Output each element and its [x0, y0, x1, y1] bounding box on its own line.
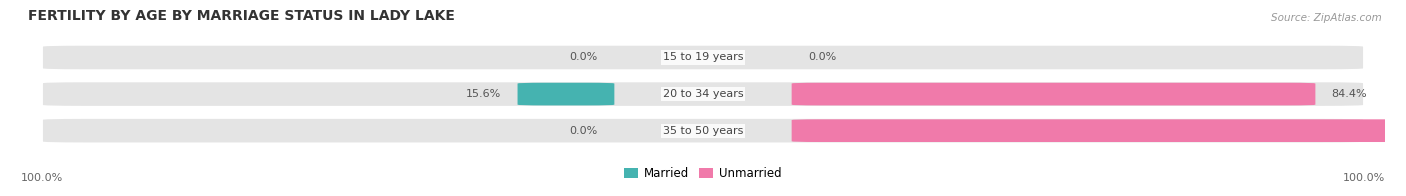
Text: 35 to 50 years: 35 to 50 years — [662, 126, 744, 136]
Text: 100.0%: 100.0% — [21, 173, 63, 183]
FancyBboxPatch shape — [792, 83, 1316, 105]
Text: 20 to 34 years: 20 to 34 years — [662, 89, 744, 99]
Text: 100.0%: 100.0% — [1343, 173, 1385, 183]
Legend: Married, Unmarried: Married, Unmarried — [620, 162, 786, 185]
FancyBboxPatch shape — [517, 83, 614, 105]
Text: 0.0%: 0.0% — [569, 126, 598, 136]
FancyBboxPatch shape — [42, 81, 1364, 107]
FancyBboxPatch shape — [42, 44, 1364, 71]
Text: Source: ZipAtlas.com: Source: ZipAtlas.com — [1271, 13, 1382, 23]
Text: 15 to 19 years: 15 to 19 years — [662, 53, 744, 63]
FancyBboxPatch shape — [42, 117, 1364, 144]
Text: 0.0%: 0.0% — [808, 53, 837, 63]
Text: 15.6%: 15.6% — [465, 89, 501, 99]
Text: FERTILITY BY AGE BY MARRIAGE STATUS IN LADY LAKE: FERTILITY BY AGE BY MARRIAGE STATUS IN L… — [28, 9, 454, 23]
Text: 0.0%: 0.0% — [569, 53, 598, 63]
Text: 84.4%: 84.4% — [1331, 89, 1368, 99]
FancyBboxPatch shape — [792, 119, 1406, 142]
